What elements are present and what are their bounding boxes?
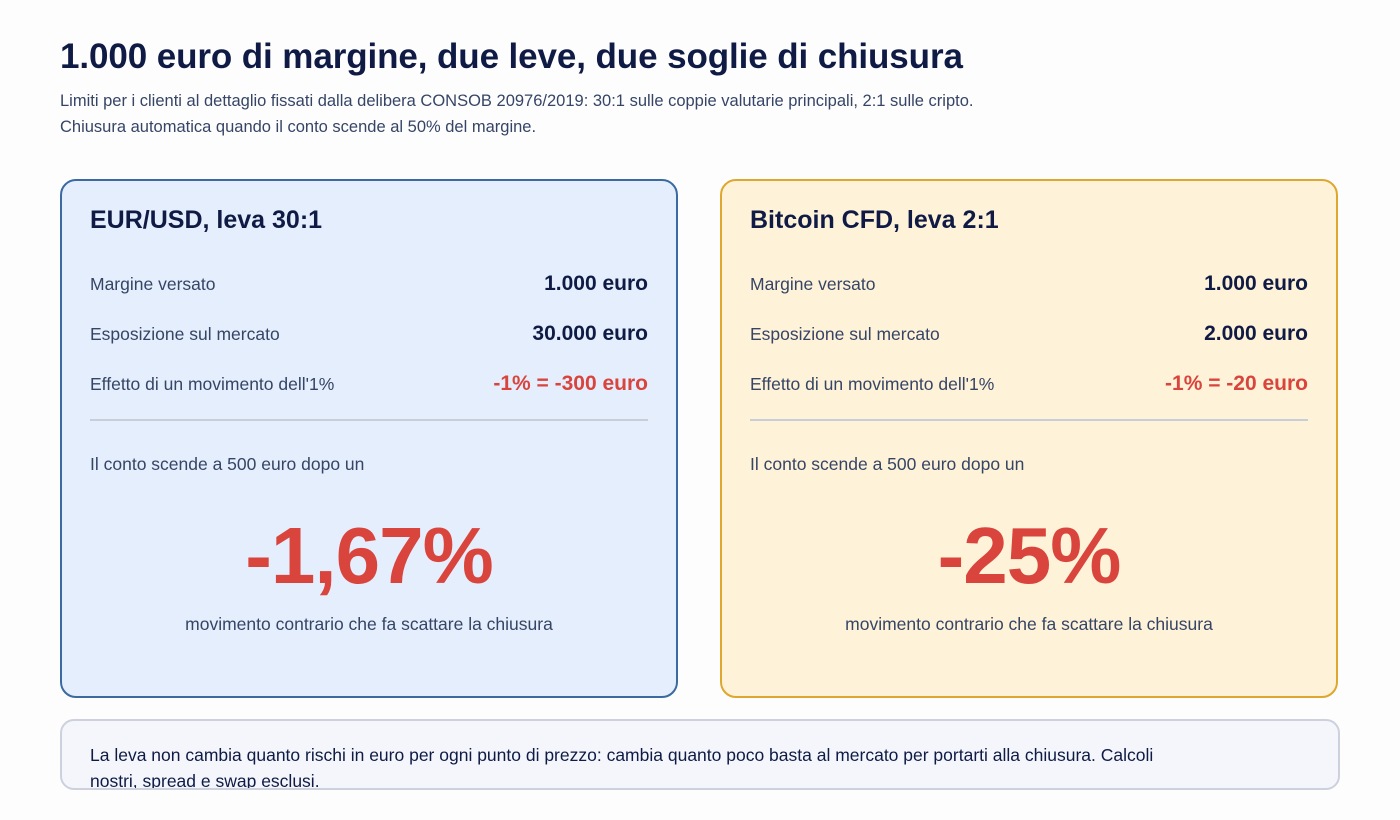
footnote-text: La leva non cambia quanto rischi in euro… <box>90 745 1154 790</box>
row-label: Esposizione sul mercato <box>90 323 280 344</box>
threshold-percentage: -1,67% <box>245 511 493 600</box>
margin-row: Margine versato 1.000 euro <box>90 269 648 299</box>
row-value: -1% = -300 euro <box>493 372 648 395</box>
card-title: Bitcoin CFD, leva 2:1 <box>750 206 999 234</box>
row-value: 1.000 euro <box>1204 272 1308 295</box>
threshold-text: Il conto scende a 500 euro dopo un <box>750 454 1025 474</box>
eurusd-card: EUR/USD, leva 30:1 Margine versato 1.000… <box>60 179 678 698</box>
threshold-caption: movimento contrario che fa scattare la c… <box>845 614 1213 634</box>
footnote-box: La leva non cambia quanto rischi in euro… <box>60 719 1340 790</box>
row-label: Effetto di un movimento dell'1% <box>750 373 995 394</box>
row-value: 30.000 euro <box>532 322 648 345</box>
row-label: Effetto di un movimento dell'1% <box>90 373 335 394</box>
row-label: Margine versato <box>750 273 876 294</box>
divider <box>90 419 648 421</box>
row-label: Esposizione sul mercato <box>750 323 940 344</box>
row-value: -1% = -20 euro <box>1165 372 1308 395</box>
page-subtitle: Limiti per i clienti al dettaglio fissat… <box>60 92 974 136</box>
threshold-percentage: -25% <box>937 511 1122 600</box>
margin-row: Margine versato 1.000 euro <box>750 269 1308 299</box>
one-percent-effect-row: Effetto di un movimento dell'1% -1% = -3… <box>90 369 648 399</box>
page-title: 1.000 euro di margine, due leve, due sog… <box>60 37 963 76</box>
bitcoin-card: Bitcoin CFD, leva 2:1 Margine versato 1.… <box>720 179 1338 698</box>
threshold-text: Il conto scende a 500 euro dopo un <box>90 454 365 474</box>
exposure-row: Esposizione sul mercato 2.000 euro <box>750 319 1308 349</box>
row-value: 2.000 euro <box>1204 322 1308 345</box>
threshold-caption: movimento contrario che fa scattare la c… <box>185 614 553 634</box>
row-label: Margine versato <box>90 273 216 294</box>
card-title: EUR/USD, leva 30:1 <box>90 206 323 234</box>
exposure-row: Esposizione sul mercato 30.000 euro <box>90 319 648 349</box>
divider <box>750 419 1308 421</box>
row-value: 1.000 euro <box>544 272 648 295</box>
one-percent-effect-row: Effetto di un movimento dell'1% -1% = -2… <box>750 369 1308 399</box>
